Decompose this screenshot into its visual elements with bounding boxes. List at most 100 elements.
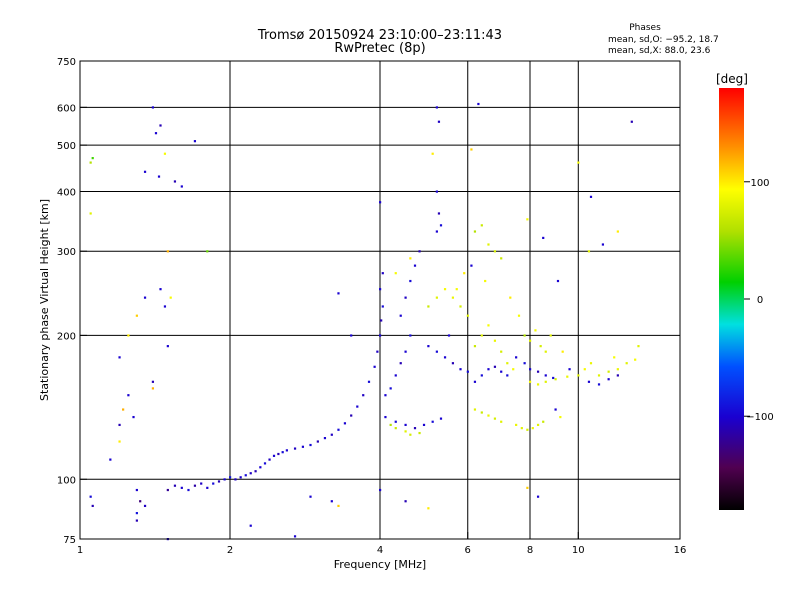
- data-point: [487, 414, 490, 417]
- data-point: [487, 324, 490, 327]
- data-point: [206, 486, 209, 489]
- data-point: [418, 431, 421, 435]
- data-point: [526, 428, 529, 431]
- data-point: [173, 484, 177, 487]
- data-point: [268, 458, 271, 461]
- data-point: [154, 132, 158, 135]
- data-point: [409, 334, 412, 337]
- data-point: [169, 296, 172, 299]
- data-point: [413, 264, 417, 267]
- data-point: [263, 462, 267, 465]
- data-point: [536, 383, 540, 386]
- data-point: [281, 451, 284, 454]
- x-axis: 1 2 4 6 8 10 16: [77, 532, 687, 556]
- data-point: [135, 519, 138, 522]
- data-point: [534, 329, 537, 332]
- data-point: [422, 423, 426, 427]
- colorbar-ticks: 100 0 −100: [744, 178, 774, 423]
- data-point: [180, 486, 183, 489]
- x-tick-label: 8: [527, 545, 533, 556]
- data-point: [193, 484, 197, 487]
- data-point: [435, 350, 438, 353]
- data-point: [159, 124, 162, 127]
- data-point: [254, 470, 257, 473]
- data-point: [118, 356, 121, 359]
- y-tick-label: 750: [57, 57, 76, 68]
- data-point: [166, 488, 169, 492]
- data-point: [234, 478, 237, 481]
- data-point: [597, 383, 601, 386]
- data-point: [337, 504, 340, 508]
- data-point: [473, 408, 477, 411]
- data-point: [589, 362, 593, 365]
- data-point: [384, 415, 387, 419]
- data-point: [427, 345, 430, 348]
- data-point: [381, 272, 384, 275]
- data-point: [323, 436, 327, 440]
- data-point: [542, 420, 545, 423]
- data-point: [561, 350, 564, 353]
- data-point: [394, 420, 397, 423]
- data-point: [466, 370, 469, 373]
- data-point: [330, 433, 333, 436]
- y-tick-label: 400: [57, 187, 76, 198]
- data-point: [554, 408, 557, 411]
- data-point: [625, 362, 628, 365]
- data-point: [520, 427, 523, 430]
- data-point: [143, 296, 147, 299]
- data-point: [459, 368, 462, 371]
- data-point: [500, 420, 503, 423]
- data-point: [544, 380, 547, 383]
- data-point: [309, 443, 312, 447]
- data-point: [343, 422, 347, 425]
- data-point: [523, 334, 526, 337]
- data-point: [212, 482, 215, 485]
- data-point: [613, 356, 616, 359]
- data-point: [381, 305, 384, 308]
- data-point: [536, 495, 540, 498]
- data-point: [529, 368, 532, 371]
- data-point: [166, 345, 169, 348]
- data-point: [404, 430, 407, 433]
- y-tick-label: 300: [57, 247, 76, 258]
- chart-title: Tromsø 20150924 23:10:00–23:11:43: [257, 28, 502, 43]
- data-point: [127, 334, 130, 337]
- data-point: [577, 374, 580, 377]
- colorbar-tick-label: −100: [746, 412, 773, 423]
- data-point: [394, 427, 397, 430]
- data-point: [431, 152, 434, 155]
- data-point: [293, 535, 297, 538]
- data-point: [259, 466, 262, 469]
- data-point: [249, 472, 252, 475]
- data-point: [549, 334, 552, 337]
- y-tick-label: 500: [57, 141, 76, 152]
- data-point: [536, 423, 540, 427]
- data-point: [500, 350, 503, 353]
- data-point: [566, 375, 569, 378]
- data-point: [470, 264, 473, 267]
- data-point: [466, 314, 469, 317]
- data-point: [473, 230, 477, 233]
- data-point: [239, 476, 242, 479]
- data-point: [217, 480, 221, 483]
- data-point: [135, 314, 138, 317]
- colorbar-tick-label: 100: [750, 178, 769, 189]
- data-point: [151, 380, 155, 383]
- x-tick-label: 16: [674, 545, 687, 556]
- y-axis: 75 100 200 300 400 500 600 750: [57, 57, 87, 546]
- data-point: [193, 140, 197, 143]
- data-point: [173, 180, 177, 183]
- colorbar-label: [deg]: [716, 72, 748, 86]
- data-point: [473, 380, 477, 383]
- data-point: [435, 296, 438, 299]
- data-point: [143, 170, 147, 173]
- data-point: [500, 370, 503, 373]
- data-point: [512, 368, 515, 371]
- data-point: [493, 417, 497, 420]
- colorbar-tick-label: 0: [757, 295, 763, 306]
- data-point: [380, 319, 383, 322]
- data-point: [127, 394, 130, 397]
- scatter-points: [89, 102, 640, 541]
- data-point: [143, 504, 147, 508]
